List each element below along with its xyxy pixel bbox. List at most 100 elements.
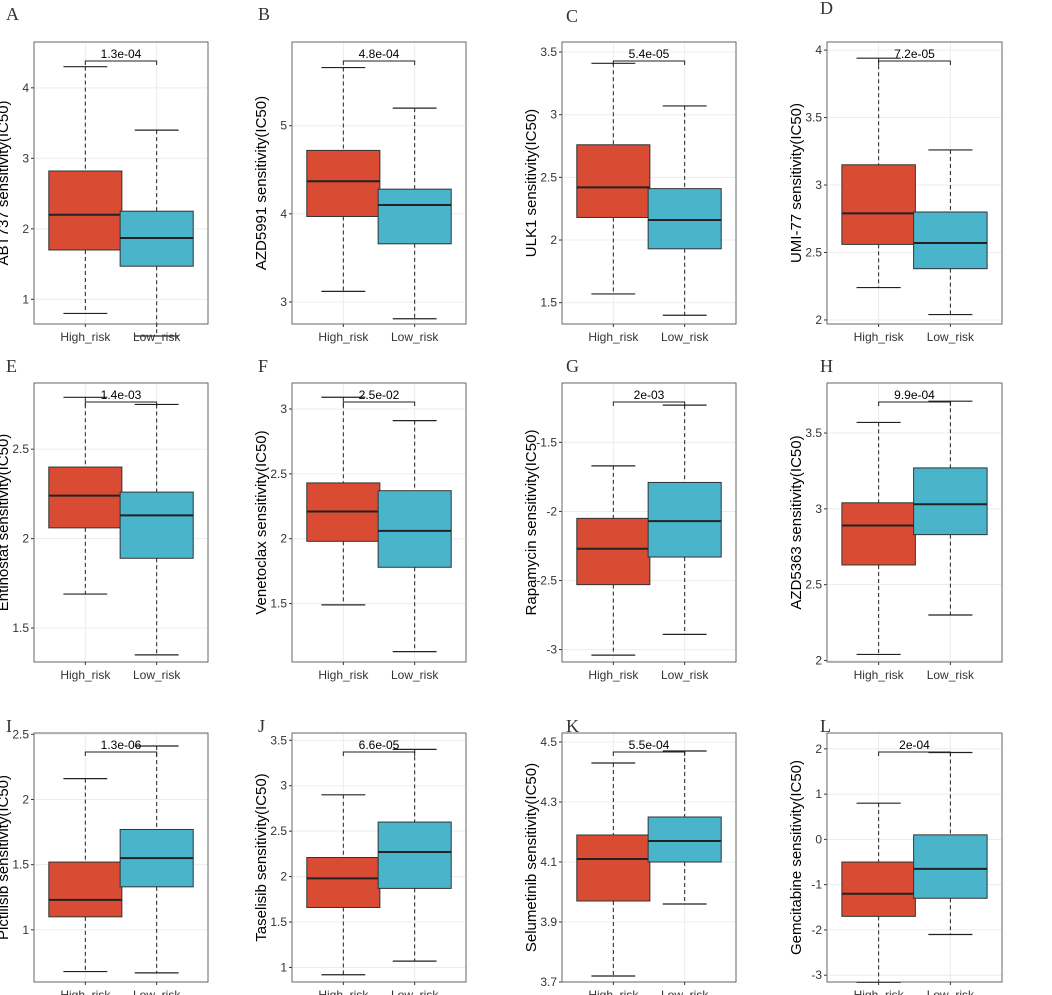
iqr-box — [119, 491, 194, 559]
p-value-label: 1.4e-03 — [101, 388, 142, 402]
significance-bracket — [878, 401, 951, 406]
panel-l: -3 -2 -1 0 1 2 High_risk Low_risk 2e-04 Gemcitabi… — [788, 716, 1003, 995]
y-tick-label: 1 — [22, 923, 29, 937]
y-axis-label: UMI-77 sensitivity(IC50) — [788, 103, 805, 263]
y-tick-label: 4 — [815, 43, 822, 57]
p-value-label: 7.2e-05 — [894, 47, 935, 61]
significance-bracket — [342, 60, 416, 65]
iqr-box — [576, 834, 651, 902]
x-tick-label: Low_risk — [927, 330, 975, 344]
iqr-box — [377, 188, 452, 245]
box-high-risk — [841, 802, 916, 984]
y-tick-label: 4.3 — [540, 795, 557, 809]
y-tick-label: 2.5 — [805, 578, 822, 592]
panel-e: 1.5 2 2.5 High_risk Low_risk 1.4e-03 Entinosta… — [0, 356, 209, 682]
panel-letter: F — [258, 356, 268, 376]
x-tick-label: High_risk — [588, 668, 639, 682]
iqr-box — [647, 816, 722, 863]
y-tick-label: 1 — [22, 292, 29, 306]
panel-j: 1 1.5 2 2.5 3 3.5 High_risk Low_risk 6.6e-05 Tase… — [253, 716, 467, 995]
x-tick-label: High_risk — [318, 668, 369, 682]
y-tick-label: -2.5 — [536, 574, 557, 588]
y-tick-label: 3.5 — [805, 426, 822, 440]
y-tick-label: 4 — [22, 81, 29, 95]
box-high-risk — [306, 794, 381, 976]
iqr-box — [377, 821, 452, 889]
iqr-box — [841, 502, 916, 566]
y-tick-label: 2.5 — [270, 824, 287, 838]
x-tick-label: Low_risk — [391, 988, 439, 995]
y-tick-label: 1.5 — [270, 915, 287, 929]
y-tick-label: 3 — [815, 502, 822, 516]
y-tick-label: 3.9 — [540, 915, 557, 929]
box-high-risk — [576, 62, 651, 295]
y-axis-label: ABT737 sensitivity(IC50) — [0, 100, 12, 265]
significance-bracket — [612, 60, 686, 65]
box-high-risk — [576, 762, 651, 977]
x-tick-label: Low_risk — [391, 668, 439, 682]
y-axis-label: Venetoclax sensitivity(IC50) — [253, 430, 270, 614]
y-axis-label: Pictilisib sensitivity(IC50) — [0, 775, 12, 940]
panel-i: 1 1.5 2 2.5 High_risk Low_risk 1.3e-06 Pictilis… — [0, 716, 209, 995]
y-tick-label: 3 — [280, 295, 287, 309]
p-value-label: 4.8e-04 — [359, 47, 400, 61]
panel-letter: K — [566, 716, 579, 736]
p-value-label: 5.4e-05 — [629, 47, 670, 61]
y-tick-label: 1 — [815, 787, 822, 801]
y-tick-label: 1.5 — [270, 597, 287, 611]
iqr-box — [913, 467, 988, 536]
iqr-box — [306, 149, 381, 217]
x-tick-label: Low_risk — [661, 988, 709, 995]
iqr-box — [913, 834, 988, 899]
iqr-box — [48, 861, 123, 918]
x-tick-label: High_risk — [318, 988, 369, 995]
y-tick-label: 2.5 — [270, 467, 287, 481]
y-tick-label: 5 — [280, 119, 287, 133]
p-value-label: 5.5e-04 — [629, 738, 670, 752]
y-axis-label: AZD5363 sensitivity(IC50) — [788, 435, 805, 609]
significance-bracket — [84, 401, 158, 406]
plot-frame — [826, 732, 1003, 983]
x-tick-label: Low_risk — [927, 988, 975, 995]
box-low-risk — [913, 751, 988, 936]
x-tick-label: High_risk — [854, 988, 905, 995]
y-tick-label: 4 — [280, 207, 287, 221]
y-tick-label: 2 — [280, 532, 287, 546]
iqr-box — [576, 144, 651, 218]
y-tick-label: 4.1 — [540, 855, 557, 869]
panel-f: 1.5 2 2.5 3 High_risk Low_risk 2.5e-02 Venetocl… — [253, 356, 467, 682]
y-tick-label: -2 — [811, 923, 822, 937]
y-tick-label: -3 — [546, 643, 557, 657]
y-tick-label: -3 — [811, 968, 822, 982]
y-axis-label: Entinostat sensitivity(IC50) — [0, 434, 12, 612]
y-tick-label: 3 — [280, 779, 287, 793]
significance-bracket — [612, 751, 686, 756]
y-axis-label: Taselisib sensitivity(IC50) — [253, 773, 270, 941]
box-high-risk — [576, 465, 651, 656]
y-axis-label: AZD5991 sensitivity(IC50) — [253, 96, 270, 270]
plot-frame — [826, 382, 1003, 663]
x-tick-label: High_risk — [588, 988, 639, 995]
x-tick-label: Low_risk — [927, 668, 975, 682]
panel-letter: J — [258, 716, 265, 736]
y-tick-label: 2.5 — [12, 442, 29, 456]
iqr-box — [377, 490, 452, 568]
y-tick-label: 3 — [550, 108, 557, 122]
y-tick-label: 3 — [815, 178, 822, 192]
significance-bracket — [84, 60, 158, 65]
plot-frame — [33, 732, 209, 983]
p-value-label: 1.3e-06 — [101, 738, 142, 752]
iqr-box — [647, 481, 722, 558]
box-high-risk — [306, 396, 381, 606]
panel-letter: I — [6, 716, 12, 736]
significance-bracket — [612, 401, 686, 406]
box-low-risk — [647, 105, 722, 316]
y-tick-label: 1.5 — [540, 296, 557, 310]
y-axis-label: Selumetinib sensitivity(IC50) — [523, 763, 540, 952]
box-low-risk — [119, 129, 194, 337]
box-high-risk — [306, 66, 381, 292]
plot-frame — [33, 382, 209, 663]
box-low-risk — [913, 400, 988, 616]
iqr-box — [841, 164, 916, 245]
y-tick-label: 2.5 — [805, 245, 822, 259]
